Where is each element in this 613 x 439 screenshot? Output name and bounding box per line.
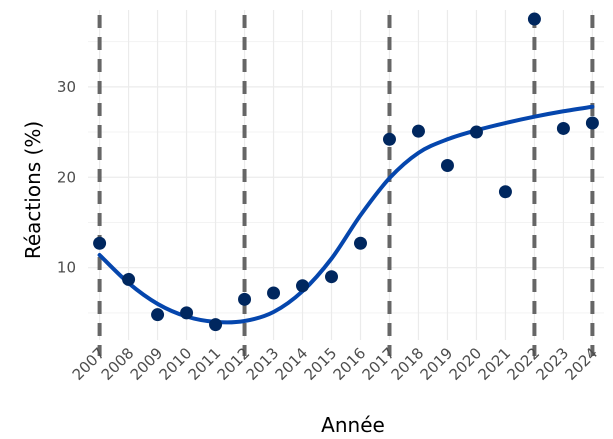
data-point [440, 159, 454, 173]
x-tick-label: 2016 [330, 344, 370, 384]
data-point [93, 236, 107, 250]
data-point [267, 286, 281, 300]
x-tick-label: 2017 [359, 344, 399, 384]
data-point [527, 12, 541, 26]
data-point [585, 116, 599, 130]
x-axis-title: Année [321, 413, 385, 437]
data-point [325, 270, 339, 284]
x-tick-label: 2012 [214, 344, 254, 384]
y-tick-label: 10 [57, 259, 76, 277]
x-tick-label: 2018 [388, 344, 428, 384]
data-point [382, 132, 396, 146]
x-tick-label: 2013 [243, 344, 283, 384]
x-tick-label: 2009 [127, 344, 167, 384]
x-tick-label: 2022 [504, 344, 544, 384]
data-point [122, 272, 136, 286]
data-point [209, 318, 223, 332]
data-point [498, 185, 512, 199]
y-axis-ticks: 10 20 30 [57, 78, 76, 277]
reference-lines [97, 15, 595, 356]
x-tick-label: 2015 [301, 344, 341, 384]
x-tick-label: 2023 [533, 344, 573, 384]
x-tick-label: 2020 [446, 344, 486, 384]
data-point [556, 121, 570, 135]
data-point [151, 308, 165, 322]
x-axis-ticks: 2007200820092010201120122013201420152016… [69, 344, 602, 384]
x-tick-label: 2019 [417, 344, 457, 384]
trend-line [97, 104, 595, 325]
grid [88, 10, 604, 340]
x-tick-label: 2011 [185, 344, 225, 384]
data-point [238, 292, 252, 306]
y-axis-title: Réactions (%) [21, 121, 45, 259]
x-tick-label: 2010 [156, 344, 196, 384]
x-tick-label: 2014 [272, 344, 312, 384]
x-tick-label: 2024 [562, 344, 602, 384]
y-tick-label: 20 [57, 168, 76, 186]
data-point [353, 236, 367, 250]
x-tick-label: 2007 [69, 344, 109, 384]
data-points [93, 12, 599, 332]
y-tick-label: 30 [57, 78, 76, 96]
data-point [180, 306, 194, 320]
x-tick-label: 2008 [98, 344, 138, 384]
data-point [469, 125, 483, 139]
data-point [411, 124, 425, 138]
trend-line-group [97, 104, 595, 325]
data-point [296, 279, 310, 293]
x-tick-label: 2021 [475, 344, 515, 384]
